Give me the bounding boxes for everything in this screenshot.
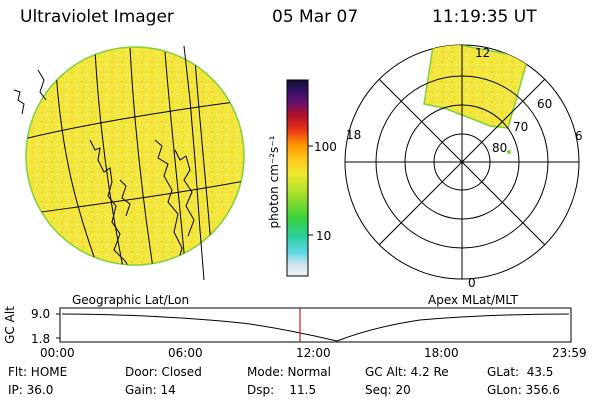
lat-label-80: 80 [492, 141, 508, 155]
status-mode: Mode: Normal [247, 365, 331, 379]
altitude-ytick-9: 9.0 [31, 307, 51, 321]
geographic-panel-label: Geographic Lat/Lon [72, 293, 190, 307]
status-ip: IP: 36.0 [8, 383, 54, 397]
lat-lon-grid [26, 47, 244, 265]
mlt-label-18: 18 [346, 128, 362, 142]
colorbar-tick-10: 10 [316, 229, 332, 243]
uv-disk-image [25, 46, 245, 266]
status-gain: Gain: 14 [125, 383, 176, 397]
mlt-label-12: 12 [475, 46, 491, 60]
header-time: 11:19:35 UT [432, 7, 537, 27]
status-flight: Flt: HOME [8, 365, 68, 379]
polar-plot [344, 44, 580, 280]
colorbar-tick-100: 100 [314, 140, 337, 154]
magnetic-panel-label: Apex MLat/MLT [428, 293, 518, 307]
time-tick: 12:00 [296, 346, 331, 360]
mlt-label-6: 6 [575, 129, 583, 143]
time-tick: 06:00 [168, 346, 203, 360]
colorbar-scale [286, 79, 309, 277]
coastline-fragment [13, 89, 25, 115]
geographic-disk [13, 45, 245, 281]
status-geo-lon: GLon: 356.6 [487, 383, 560, 397]
altitude-plot [56, 307, 572, 343]
aurora-spot [507, 150, 511, 154]
time-tick: 00:00 [40, 346, 75, 360]
polar-axis-diag [378, 78, 546, 246]
coastline [89, 139, 195, 265]
status-dsp: Dsp: 11.5 [247, 383, 317, 397]
status-geo-lat: GLat: 43.5 [487, 365, 554, 379]
lat-label-70: 70 [513, 120, 529, 134]
altitude-ylabel: GC Alt [3, 306, 17, 344]
colorbar [286, 79, 313, 277]
time-tick: 18:00 [424, 346, 459, 360]
status-gc-altitude: GC Alt: 4.2 Re [365, 365, 449, 379]
lat-label-60: 60 [537, 97, 553, 111]
altitude-ytick-1.8: 1.8 [31, 332, 51, 346]
altitude-plot-frame [59, 307, 572, 343]
status-door: Door: Closed [125, 365, 202, 379]
altitude-curve [61, 313, 570, 342]
status-sequence: Seq: 20 [365, 383, 411, 397]
header-date: 05 Mar 07 [272, 7, 359, 27]
app-title: Ultraviolet Imager [20, 7, 174, 27]
mlt-label-0: 0 [468, 276, 476, 290]
colorbar-unit-label: photon cm⁻²s⁻¹ [267, 135, 281, 229]
coastline-fragment [37, 69, 47, 101]
time-tick: 23:59 [552, 346, 587, 360]
meridian-edge [183, 45, 205, 281]
